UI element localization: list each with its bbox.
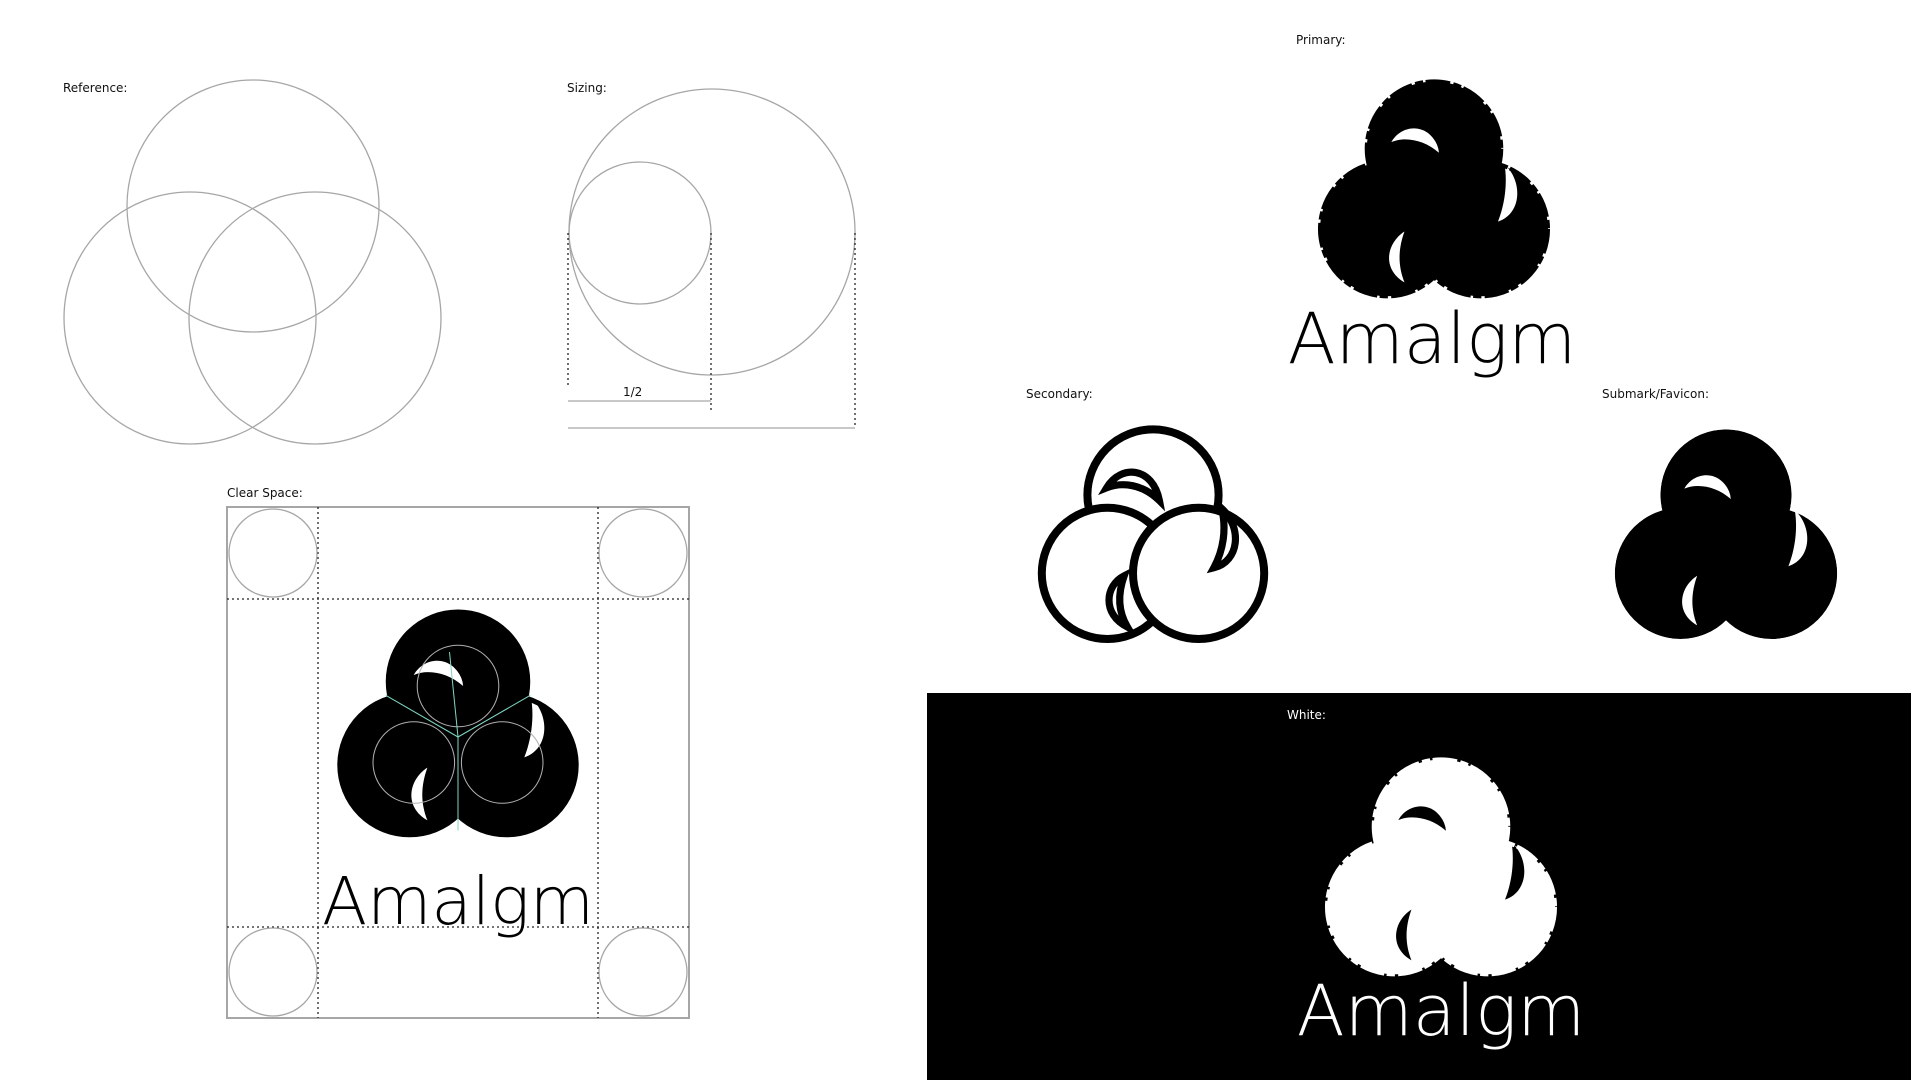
clear-space-label: Clear Space: (227, 486, 303, 500)
clear-space-corner-circle (228, 927, 318, 1017)
secondary-logo-mark (1042, 429, 1264, 639)
reference-circle-left (63, 191, 317, 445)
sizing-section: Sizing: 1/2 (567, 81, 856, 429)
sizing-half-label: 1/2 (623, 385, 642, 399)
submark-logo-mark (1614, 429, 1838, 639)
clear-space-corner-circle (598, 508, 688, 598)
primary-section: Primary: Amalgm (1288, 33, 1577, 380)
reference-label: Reference: (63, 81, 127, 95)
clear-space-corner-circle (228, 508, 318, 598)
submark-label: Submark/Favicon: (1602, 387, 1709, 401)
primary-wordmark: Amalgm (1288, 298, 1577, 380)
clear-space-logo-mark (340, 612, 576, 835)
reference-circle-top (126, 79, 380, 333)
submark-section: Submark/Favicon: (1602, 387, 1838, 639)
sizing-circle-large (568, 88, 856, 376)
secondary-label: Secondary: (1026, 387, 1093, 401)
clear-space-frame (226, 506, 690, 1019)
reference-circle-right (188, 191, 442, 445)
white-wordmark: Amalgm (1297, 970, 1586, 1052)
secondary-section: Secondary: (1026, 387, 1264, 639)
clear-space-section: Clear Space: Amalgm (226, 486, 690, 1019)
clear-space-corner-circle (598, 927, 688, 1017)
clear-space-wordmark: Amalgm (322, 863, 594, 940)
sizing-label: Sizing: (567, 81, 607, 95)
primary-logo-mark (1320, 81, 1548, 296)
white-label: White: (1287, 708, 1326, 722)
reference-section: Reference: (63, 79, 442, 445)
white-section: White: Amalgm (927, 693, 1911, 1080)
sizing-circle-small (568, 161, 712, 305)
primary-label: Primary: (1296, 33, 1346, 47)
